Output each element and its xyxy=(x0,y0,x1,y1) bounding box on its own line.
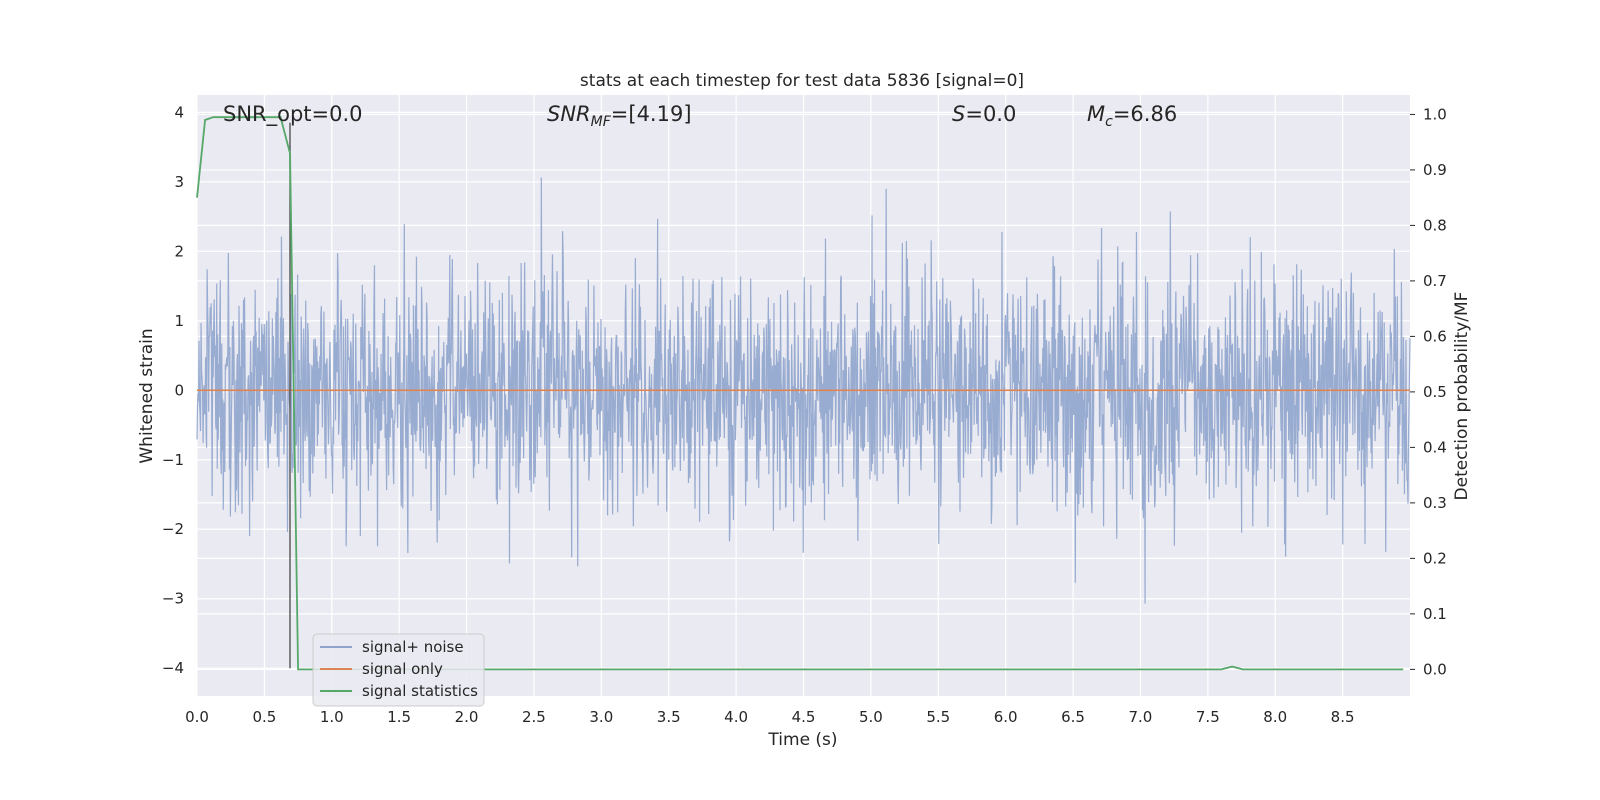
legend: signal+ noise signal only signal statist… xyxy=(312,633,485,707)
annotation-snr-mf-tail: =[4.19] xyxy=(611,102,692,126)
annotation-snr-mf: SNRMF=[4.19] xyxy=(547,102,692,130)
x-tick-label: 1.5 xyxy=(387,708,411,726)
y-left-axis-label: Whitened strain xyxy=(137,328,157,463)
y-right-tick-label: 0.2 xyxy=(1423,549,1447,567)
y-left-tick-label: 2 xyxy=(174,242,184,260)
signal-noise-line xyxy=(196,177,1411,604)
x-axis-ticks: 0.0 0.5 1.0 1.5 2.0 2.5 3.0 3.5 4.0 4.5 5.0 5.5 6.0 6… xyxy=(185,708,1354,726)
y-right-tick-label: 0.9 xyxy=(1423,161,1447,179)
y-right-axis-label: Detection probability/MF xyxy=(1452,292,1472,501)
x-tick-label: 5.0 xyxy=(859,708,883,726)
x-tick-label: 5.5 xyxy=(926,708,950,726)
x-tick-label: 4.0 xyxy=(724,708,748,726)
x-tick-label: 6.5 xyxy=(1061,708,1085,726)
x-tick-label: 4.5 xyxy=(792,708,816,726)
legend-label-signal-statistics: signal statistics xyxy=(362,682,478,700)
annotation-mc-tail: =6.86 xyxy=(1113,102,1177,126)
legend-label-signal-noise: signal+ noise xyxy=(362,638,464,656)
y-right-tick-label: 0.8 xyxy=(1423,216,1447,234)
y-right-tick-label: 0.0 xyxy=(1423,660,1447,678)
y-left-tick-label: −3 xyxy=(162,590,184,608)
annotation-snr-mf-main: SNR xyxy=(547,102,591,126)
y-left-axis-ticks: 4 3 2 1 0 −1 −2 −3 −4 xyxy=(162,103,184,677)
x-tick-label: 6.0 xyxy=(994,708,1018,726)
y-left-tick-label: −2 xyxy=(162,520,184,538)
annotation-s-tail: =0.0 xyxy=(965,102,1016,126)
annotation-snr-opt-text: SNR_opt=0.0 xyxy=(223,102,363,127)
y-left-tick-label: −1 xyxy=(162,451,184,469)
annotation-mc-sub: c xyxy=(1105,114,1113,130)
y-right-tick-label: 0.6 xyxy=(1423,327,1447,345)
x-tick-label: 8.0 xyxy=(1263,708,1287,726)
y-right-tick-label: 0.1 xyxy=(1423,605,1447,623)
x-tick-label: 1.0 xyxy=(320,708,344,726)
annotation-mc: Mc=6.86 xyxy=(1087,102,1177,130)
x-tick-label: 7.5 xyxy=(1196,708,1220,726)
y-right-tick-label: 0.4 xyxy=(1423,438,1447,456)
y-left-tick-label: 3 xyxy=(174,173,184,191)
y-left-tick-label: 4 xyxy=(174,103,184,121)
legend-label-signal-only: signal only xyxy=(362,660,443,678)
legend-box xyxy=(312,633,485,707)
x-tick-label: 8.5 xyxy=(1331,708,1355,726)
annotation-mc-main: M xyxy=(1087,102,1105,126)
annotation-s-main: S xyxy=(952,102,965,126)
x-tick-label: 0.0 xyxy=(185,708,209,726)
series-signal-noise xyxy=(196,177,1411,604)
x-tick-label: 3.0 xyxy=(589,708,613,726)
y-left-tick-label: 0 xyxy=(174,381,184,399)
chart-title: stats at each timestep for test data 583… xyxy=(580,71,1024,91)
annotation-snr-mf-sub: MF xyxy=(591,114,612,130)
x-axis-label: Time (s) xyxy=(767,730,837,750)
y-right-axis-ticks: 1.0 0.9 0.8 0.7 0.6 0.5 0.4 0.3 0.2 0.1 0.0 xyxy=(1410,105,1447,678)
x-tick-label: 2.5 xyxy=(522,708,546,726)
annotations: SNR_opt=0.0 SNRMF=[4.19] S=0.0 Mc=6.86 xyxy=(223,102,1177,130)
y-right-tick-label: 0.3 xyxy=(1423,494,1447,512)
annotation-s: S=0.0 xyxy=(952,102,1016,126)
y-right-tick-label: 0.5 xyxy=(1423,383,1447,401)
x-tick-label: 3.5 xyxy=(657,708,681,726)
y-left-tick-label: 1 xyxy=(174,312,184,330)
annotation-snr-opt: SNR_opt=0.0 xyxy=(223,102,363,127)
x-tick-label: 0.5 xyxy=(252,708,276,726)
x-tick-label: 2.0 xyxy=(455,708,479,726)
x-tick-label: 7.0 xyxy=(1129,708,1153,726)
y-right-tick-label: 0.7 xyxy=(1423,272,1447,290)
y-right-tick-label: 1.0 xyxy=(1423,105,1447,123)
y-left-tick-label: −4 xyxy=(162,659,184,677)
